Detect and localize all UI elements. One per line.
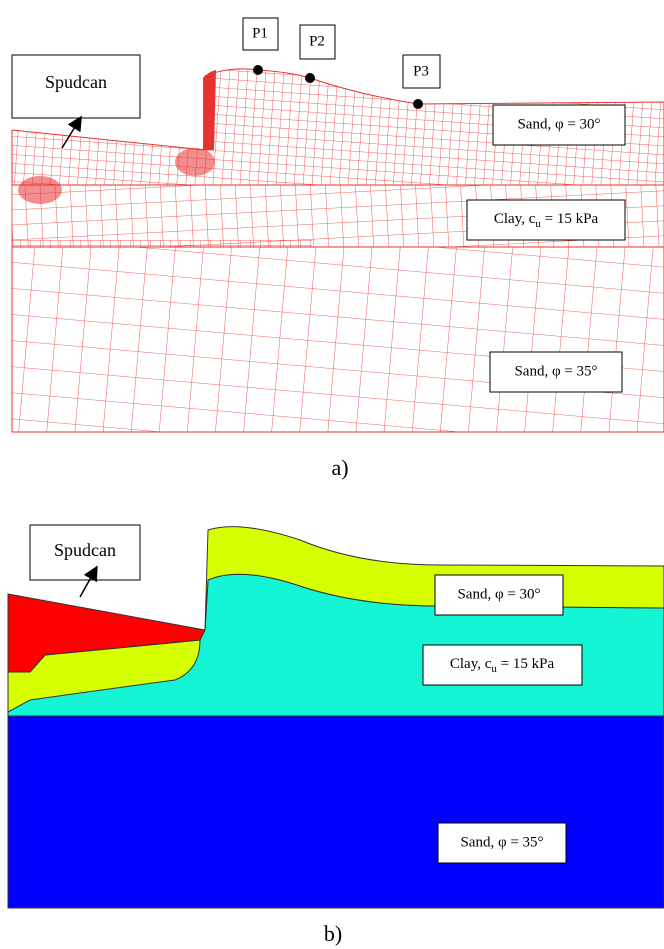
layer-label: Sand, φ = 35° xyxy=(514,363,597,379)
spudcan-label: Spudcan xyxy=(54,540,116,560)
caption: a) xyxy=(331,455,348,480)
spudcan-label: Spudcan xyxy=(45,72,107,92)
text-part: = 15 kPa xyxy=(497,656,555,672)
point-label: P1 xyxy=(252,25,268,41)
text-part: = 15 kPa xyxy=(541,211,599,227)
text-part: Clay, c xyxy=(494,211,536,227)
layer-label: Clay, cu = 15 kPa xyxy=(494,211,599,229)
point-label: P2 xyxy=(309,33,325,49)
layer-label: Sand, φ = 35° xyxy=(460,834,543,850)
caption: b) xyxy=(324,921,342,946)
text-part: Clay, c xyxy=(450,656,492,672)
layer-label: Clay, cu = 15 kPa xyxy=(450,656,555,674)
layer-label: Sand, φ = 30° xyxy=(517,116,600,132)
point-label: P3 xyxy=(413,63,429,79)
figure: P1 P2 P3 Spudcan Sand, φ = 30° Clay, cu … xyxy=(0,0,664,949)
layer-label: Sand, φ = 30° xyxy=(457,586,540,602)
